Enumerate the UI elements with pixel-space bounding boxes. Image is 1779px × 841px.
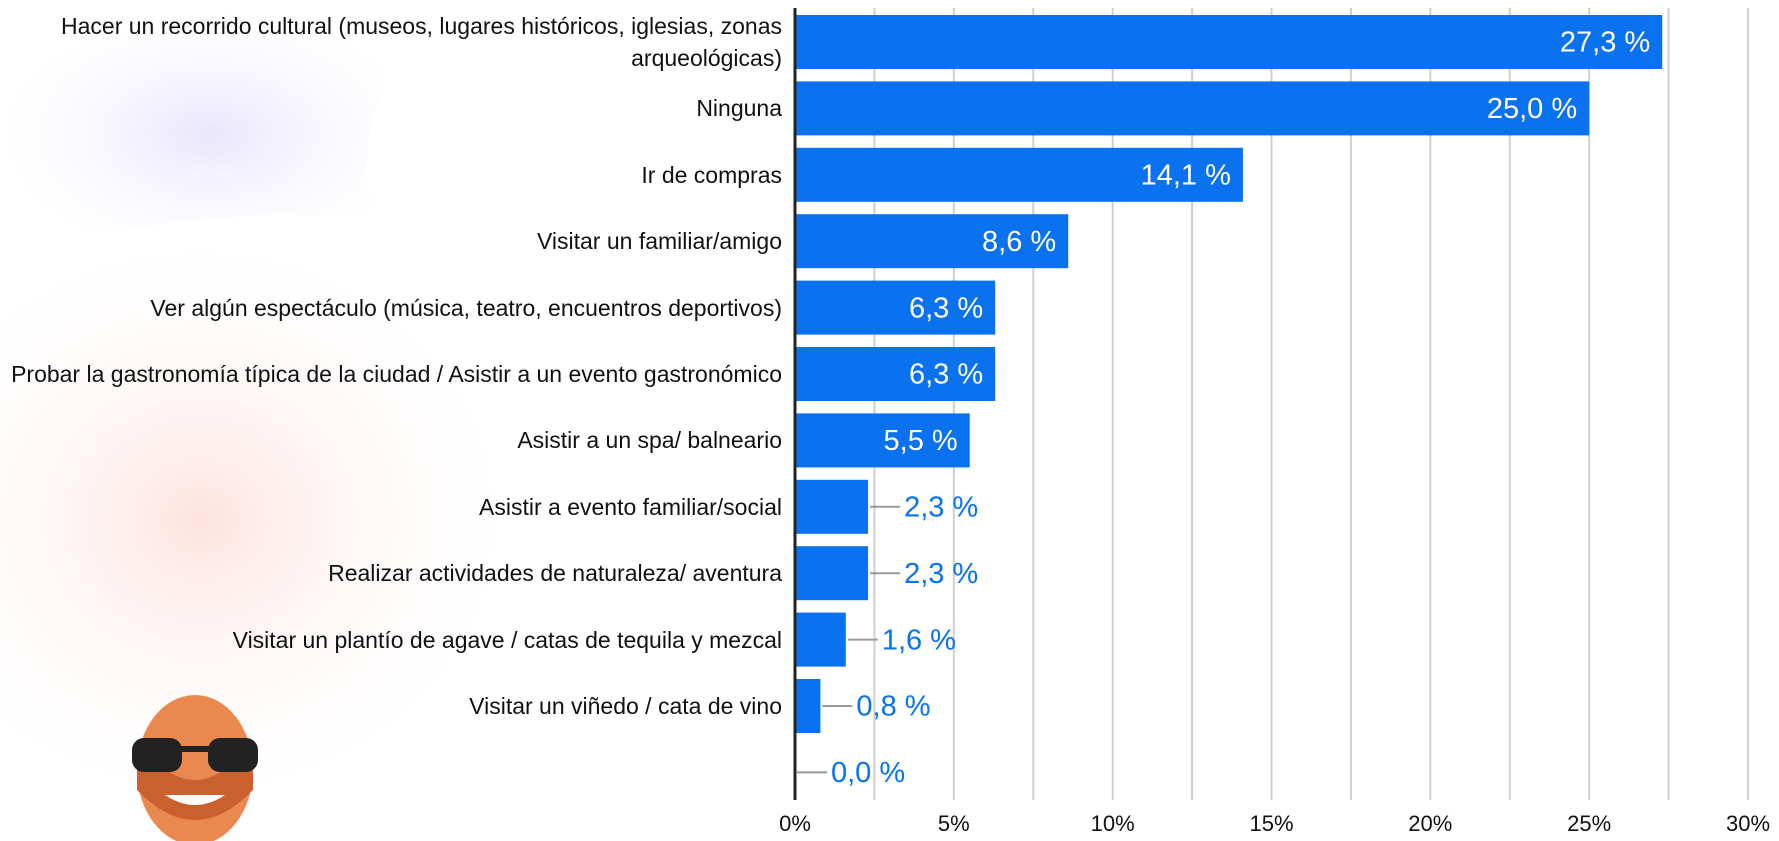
- bar: [795, 612, 846, 667]
- x-tick-label: 25%: [1567, 811, 1611, 836]
- value-label: 1,6 %: [882, 624, 956, 656]
- value-label: 2,3 %: [904, 558, 978, 590]
- bar: [795, 214, 1069, 269]
- category-label: Visitar un familiar/amigo: [536, 228, 782, 255]
- x-tick-label: 30%: [1726, 811, 1770, 836]
- value-label: 14,1 %: [1141, 159, 1231, 191]
- bar: [795, 280, 996, 335]
- category-label: Realizar actividades de naturaleza/ aven…: [328, 560, 782, 587]
- category-label: Ir de compras: [641, 161, 782, 188]
- value-label: 0,0 %: [831, 757, 905, 789]
- avatar: [132, 695, 258, 841]
- category-label: Visitar un plantío de agave / catas de t…: [232, 626, 782, 653]
- value-label: 0,8 %: [856, 691, 930, 723]
- bar: [795, 679, 821, 733]
- category-label: Ninguna: [696, 95, 782, 122]
- bar: [795, 81, 1590, 136]
- x-tick-label: 0%: [779, 811, 811, 836]
- value-label: 2,3 %: [904, 491, 978, 523]
- x-tick-label: 5%: [938, 811, 970, 836]
- value-label: 6,3 %: [909, 359, 983, 391]
- category-label: Asistir a un spa/ balneario: [517, 427, 782, 454]
- x-tick-label: 15%: [1249, 811, 1293, 836]
- background-shape: [0, 220, 530, 820]
- background-shape: [0, 8, 420, 260]
- category-label: Hacer un recorrido cultural (museos, lug…: [61, 13, 782, 71]
- x-tick-label: 10%: [1091, 811, 1135, 836]
- category-label: Probar la gastronomía típica de la ciuda…: [11, 361, 782, 387]
- bar: [795, 479, 869, 534]
- bar: [795, 413, 970, 468]
- bar: [795, 347, 996, 401]
- value-label: 25,0 %: [1487, 93, 1577, 125]
- bar: [795, 15, 1663, 69]
- value-label: 5,5 %: [884, 425, 958, 457]
- category-label: Ver algún espectáculo (música, teatro, e…: [150, 294, 782, 321]
- value-label: 6,3 %: [909, 292, 983, 324]
- bar: [795, 147, 1243, 202]
- bar: [795, 546, 869, 601]
- x-tick-label: 20%: [1408, 811, 1452, 836]
- category-label: Asistir a evento familiar/social: [479, 493, 782, 520]
- category-label: Visitar un viñedo / cata de vino: [469, 693, 782, 719]
- value-label: 27,3 %: [1560, 27, 1650, 59]
- value-label: 8,6 %: [982, 226, 1056, 258]
